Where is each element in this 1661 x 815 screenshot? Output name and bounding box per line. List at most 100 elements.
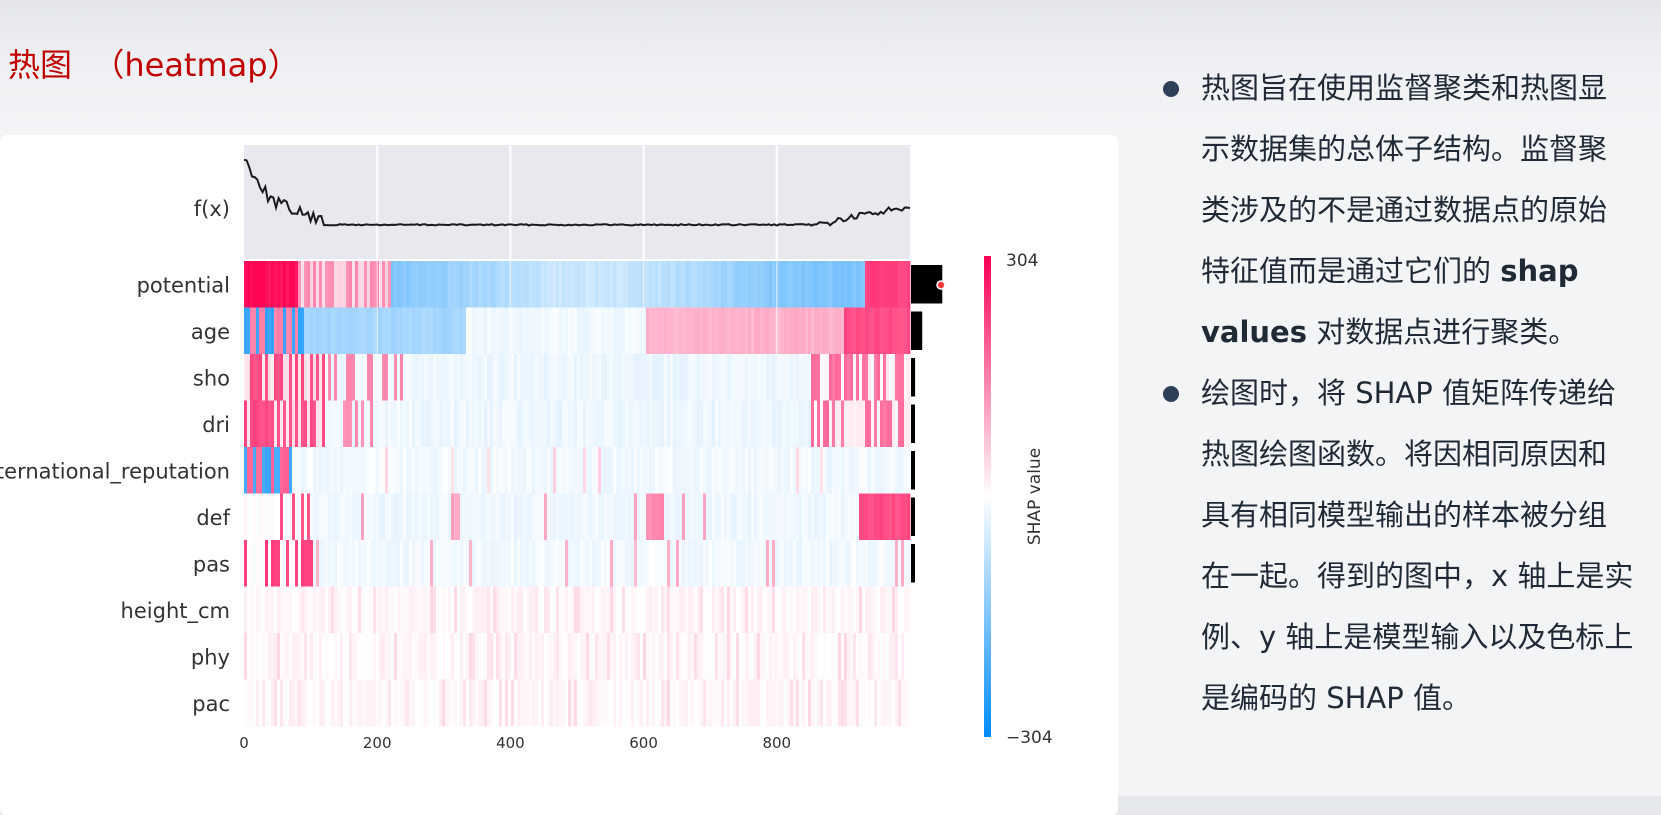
heatmap-cell — [502, 307, 506, 355]
heatmap-cell — [505, 447, 509, 494]
heatmap-cell — [703, 354, 707, 401]
heatmap-cell — [475, 540, 479, 587]
heatmap-cell — [451, 633, 455, 680]
heatmap-cell — [541, 354, 545, 401]
heatmap-cell — [550, 400, 554, 448]
heatmap-cell — [493, 354, 497, 401]
heatmap-cell — [256, 354, 260, 401]
heatmap-cell — [703, 261, 707, 308]
heatmap-cell — [523, 586, 527, 634]
heatmap-cell — [868, 261, 872, 308]
heatmap-cell — [616, 354, 620, 401]
heatmap-cell — [289, 679, 293, 727]
heatmap-cell — [805, 261, 809, 308]
heatmap-cell — [841, 261, 845, 308]
heatmap-cell — [295, 261, 299, 308]
heatmap-cell — [829, 540, 833, 587]
heatmap-cell — [556, 261, 560, 308]
heatmap-cell — [424, 586, 428, 634]
heatmap-cell — [838, 540, 842, 587]
heatmap-cell — [343, 354, 347, 401]
heatmap-cell — [553, 261, 557, 308]
heatmap-cell — [319, 633, 323, 680]
heatmap-cell — [886, 586, 890, 634]
heatmap-cell — [394, 493, 398, 541]
heatmap-cell — [859, 540, 863, 587]
heatmap-cell — [841, 679, 845, 727]
heatmap-cell — [511, 447, 515, 494]
heatmap-cell — [277, 493, 281, 541]
heatmap-cell — [574, 679, 578, 727]
heatmap-cell — [652, 493, 656, 541]
heatmap-cell — [400, 447, 404, 494]
heatmap-cell — [388, 586, 392, 634]
heatmap-cell — [829, 633, 833, 680]
heatmap-cell — [298, 679, 302, 727]
heatmap-cell — [817, 261, 821, 308]
heatmap-cell — [436, 354, 440, 401]
heatmap-cell — [397, 679, 401, 727]
heatmap-cell — [298, 447, 302, 494]
heatmap-cell — [265, 493, 269, 541]
heatmap-cell — [802, 493, 806, 541]
heatmap-cell — [409, 540, 413, 587]
heatmap-cell — [424, 354, 428, 401]
heatmap-cell — [646, 400, 650, 448]
heatmap-cell — [595, 586, 599, 634]
heatmap-cell — [316, 493, 320, 541]
heatmap-cell — [901, 447, 905, 494]
heatmap-cell — [514, 679, 518, 727]
heatmap-cell — [340, 400, 344, 448]
heatmap-cell — [304, 493, 308, 541]
heatmap-cell — [454, 679, 458, 727]
heatmap-cell — [400, 307, 404, 355]
heatmap-cell — [388, 354, 392, 401]
heatmap-cell — [784, 354, 788, 401]
heatmap-cell — [352, 633, 356, 680]
heatmap-cell — [310, 400, 314, 448]
heatmap-cell — [304, 633, 308, 680]
heatmap-cell — [763, 586, 767, 634]
heatmap-cell — [673, 586, 677, 634]
heatmap-cell — [451, 354, 455, 401]
heatmap-cell — [361, 261, 365, 308]
heatmap-cell — [277, 261, 281, 308]
heatmap-cell — [514, 493, 518, 541]
heatmap-cell — [901, 307, 905, 355]
heatmap-cell — [292, 540, 296, 587]
heatmap-cell — [490, 447, 494, 494]
heatmap-cell — [676, 493, 680, 541]
heatmap-cell — [373, 586, 377, 634]
heatmap-cell — [721, 586, 725, 634]
heatmap-cell — [385, 586, 389, 634]
heatmap-cell — [265, 307, 269, 355]
heatmap-cell — [364, 633, 368, 680]
heatmap-cell — [718, 400, 722, 448]
heatmap-cell — [613, 307, 617, 355]
heatmap-cell — [829, 493, 833, 541]
heatmap-cell — [340, 586, 344, 634]
heatmap-cell — [781, 400, 785, 448]
heatmap-cell — [526, 354, 530, 401]
heatmap-cell — [646, 261, 650, 308]
heatmap-cell — [754, 307, 758, 355]
heatmap-cell — [868, 633, 872, 680]
heatmap-cell — [472, 354, 476, 401]
heatmap-cell — [673, 447, 677, 494]
heatmap-cell — [721, 679, 725, 727]
heatmap-cell — [361, 586, 365, 634]
heatmap-cell — [871, 400, 875, 448]
heatmap-cell — [673, 633, 677, 680]
heatmap-cell — [784, 633, 788, 680]
heatmap-cell — [688, 261, 692, 308]
heatmap-cell — [763, 307, 767, 355]
heatmap-cell — [817, 447, 821, 494]
heatmap-cell — [349, 261, 353, 308]
heatmap-cell — [295, 493, 299, 541]
heatmap-cell — [892, 633, 896, 680]
heatmap-cell — [559, 540, 563, 587]
heatmap-cell — [793, 354, 797, 401]
heatmap-cell — [403, 679, 407, 727]
heatmap-cell — [319, 586, 323, 634]
heatmap-cell — [721, 540, 725, 587]
